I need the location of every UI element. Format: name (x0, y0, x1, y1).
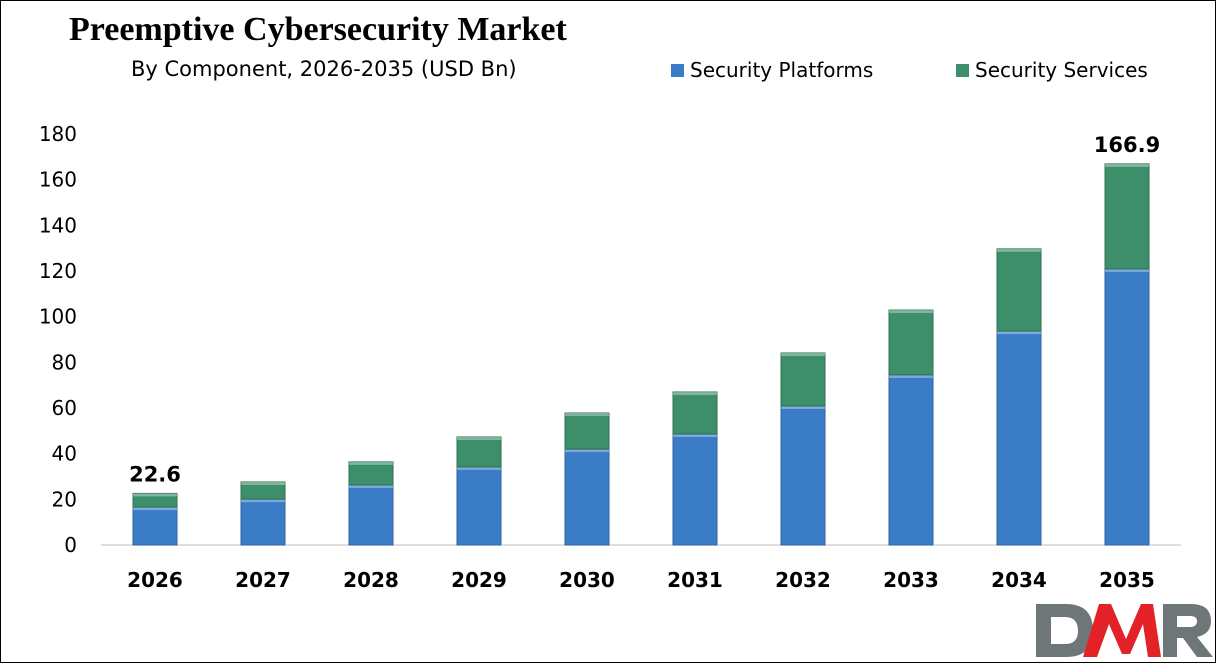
bar-highlight (673, 392, 717, 396)
y-tick-label: 100 (39, 305, 77, 329)
x-tick-label: 2034 (991, 568, 1047, 592)
legend-item-services: Security Services (956, 58, 1148, 82)
bar-platforms (672, 433, 718, 546)
legend-swatch-services (956, 63, 969, 77)
bar-highlight (241, 481, 285, 485)
bar-services (996, 248, 1042, 332)
bar-highlight (781, 405, 825, 409)
bar-highlight (997, 248, 1041, 252)
bar-services (780, 352, 826, 407)
legend-swatch-platforms (671, 63, 684, 77)
bar-services (672, 391, 718, 435)
y-tick-label: 140 (39, 213, 77, 237)
legend-item-platforms: Security Platforms (671, 58, 873, 82)
bar-highlight (241, 499, 285, 503)
bar-highlight (457, 466, 501, 470)
bar-highlight (889, 374, 933, 378)
x-tick-label: 2027 (235, 568, 291, 592)
legend-label-platforms: Security Platforms (690, 58, 874, 82)
bar-services (888, 309, 934, 376)
bar-platforms (132, 506, 178, 546)
x-tick-label: 2032 (775, 568, 831, 592)
bar-highlight (781, 352, 825, 356)
y-tick-label: 120 (39, 259, 77, 283)
y-tick-label: 60 (52, 396, 77, 420)
bar-highlight (997, 331, 1041, 335)
chart-title: Preemptive Cybersecurity Market (69, 11, 567, 48)
bar-platforms (996, 330, 1042, 546)
bar-highlight (133, 493, 177, 497)
bar-highlight (673, 434, 717, 438)
data-label: 166.9 (1094, 133, 1160, 157)
bar-platforms (888, 374, 934, 546)
bar-highlight (349, 484, 393, 488)
bar-highlight (457, 436, 501, 440)
x-tick-label: 2033 (883, 568, 939, 592)
bar-platforms (564, 448, 610, 546)
bar-highlight (565, 413, 609, 417)
x-tick-label: 2026 (127, 568, 183, 592)
bar-highlight (349, 461, 393, 465)
chart-subtitle: By Component, 2026-2035 (USD Bn) (131, 57, 517, 81)
bar-platforms (780, 405, 826, 546)
bar-highlight (133, 507, 177, 511)
bar-highlight (1105, 163, 1149, 167)
bar-platforms (456, 466, 502, 546)
bar-platforms (240, 498, 286, 546)
y-tick-label: 160 (39, 168, 77, 192)
y-tick-label: 20 (52, 487, 77, 511)
y-tick-label: 80 (52, 350, 77, 374)
bar-services (456, 436, 502, 468)
bar-services (564, 412, 610, 450)
x-tick-label: 2030 (559, 568, 615, 592)
bar-platforms (348, 484, 394, 546)
bar-highlight (889, 310, 933, 314)
dmr-logo (1036, 604, 1213, 657)
bar-services (348, 461, 394, 486)
bar-platforms (1104, 268, 1150, 546)
bar-services (132, 492, 178, 508)
x-tick-label: 2029 (451, 568, 507, 592)
x-tick-label: 2028 (343, 568, 399, 592)
bar-services (240, 481, 286, 500)
x-tick-label: 2031 (667, 568, 723, 592)
x-tick-label: 2035 (1099, 568, 1155, 592)
y-tick-label: 180 (39, 122, 77, 146)
legend-label-services: Security Services (975, 58, 1148, 82)
bar-highlight (1105, 268, 1149, 272)
y-tick-label: 0 (64, 533, 77, 557)
data-label: 22.6 (129, 462, 181, 486)
bar-services (1104, 163, 1150, 270)
y-tick-label: 40 (52, 442, 77, 466)
bar-highlight (565, 449, 609, 453)
